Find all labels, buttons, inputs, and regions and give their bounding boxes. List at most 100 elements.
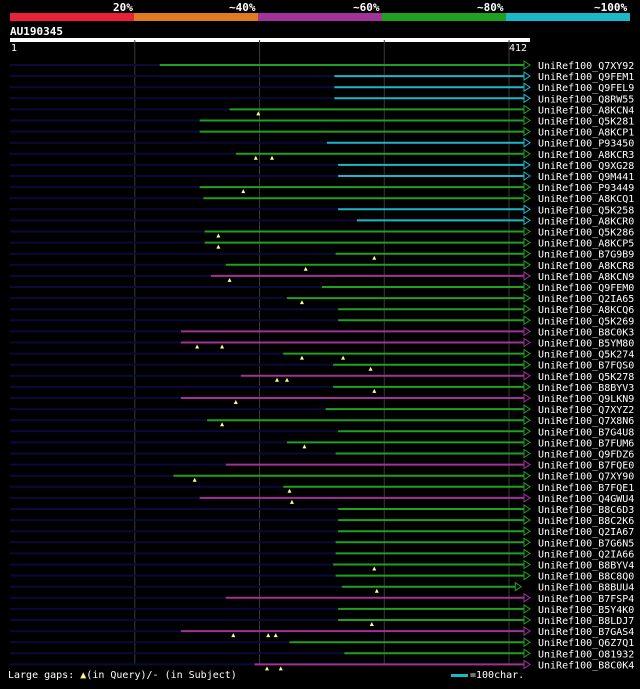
hit-label: UniRef100_Q5K269 [538, 316, 634, 327]
query-gap-marker-icon [303, 266, 308, 271]
hit-end-arrow-icon [523, 126, 531, 137]
query-gap-marker-icon [256, 111, 261, 116]
hit-end-arrow-icon [523, 592, 531, 603]
identity-color-scale: 20% ~40% ~60% ~80% ~100% [0, 0, 640, 21]
query-gap-marker-icon [278, 666, 283, 671]
hit-label: UniRef100_Q9M441 [538, 172, 634, 183]
hit-label: UniRef100_Q6Z7Q1 [538, 638, 634, 649]
hit-label: UniRef100_P93450 [538, 139, 634, 150]
hit-label: UniRef100_B7G4U8 [538, 427, 634, 438]
hit-end-arrow-icon [523, 315, 531, 326]
query-gap-marker-icon [216, 244, 221, 249]
query-gap-marker-icon [269, 155, 274, 160]
hit-end-arrow-icon [523, 381, 531, 392]
hit-label: UniRef100_A8KCP1 [538, 128, 634, 139]
hit-label: UniRef100_Q5K258 [538, 205, 634, 216]
hit-end-arrow-icon [523, 603, 531, 614]
hit-label: UniRef100_Q9FEM1 [538, 72, 634, 83]
hit-label: UniRef100_Q2IA65 [538, 294, 634, 305]
hit-label: UniRef100_O81932 [538, 649, 634, 660]
hit-end-arrow-icon [523, 148, 531, 159]
scale-seg-20 [10, 13, 134, 21]
hit-end-arrow-icon [523, 370, 531, 381]
hit-label: UniRef100_A8KCR0 [538, 216, 634, 227]
hit-label: UniRef100_B7FQE0 [538, 461, 634, 472]
query-gap-marker-icon [241, 189, 246, 194]
scale-label-80: ~80% [477, 1, 504, 14]
hit-end-arrow-icon [523, 481, 531, 492]
hit-end-arrow-icon [523, 426, 531, 437]
hit-end-arrow-icon [523, 448, 531, 459]
hit-label: UniRef100_A8KCN4 [538, 105, 634, 116]
hit-label: UniRef100_A8KCP5 [538, 239, 634, 250]
gap-arrow-icon: ▲ [80, 670, 87, 681]
hit-label: UniRef100_Q5K286 [538, 228, 634, 239]
hit-end-arrow-icon [523, 326, 531, 337]
hit-label: UniRef100_Q8RW55 [538, 94, 634, 105]
query-gap-marker-icon [287, 488, 292, 493]
hit-label: UniRef100_B7FSP4 [538, 594, 634, 605]
query-gap-marker-icon [192, 477, 197, 482]
hit-label: UniRef100_Q4GWU4 [538, 494, 634, 505]
hit-end-arrow-icon [523, 470, 531, 481]
hit-label: UniRef100_Q7X8N6 [538, 416, 634, 427]
scale-label-20: 20% [113, 1, 133, 14]
hit-end-arrow-icon [523, 570, 531, 581]
hit-end-arrow-icon [523, 637, 531, 648]
hit-end-arrow-icon [523, 71, 531, 82]
hit-label: UniRef100_Q5K278 [538, 372, 634, 383]
hit-label: UniRef100_B8C0K3 [538, 327, 634, 338]
hit-end-arrow-icon [523, 60, 531, 70]
hit-end-arrow-icon [523, 415, 531, 426]
scale-key-bar [451, 673, 468, 677]
hit-label: UniRef100_Q5K274 [538, 350, 634, 361]
hit-label: UniRef100_B5Y4K0 [538, 605, 634, 616]
hit-label: UniRef100_P93449 [538, 183, 634, 194]
hit-end-arrow-icon [523, 82, 531, 93]
hit-label: UniRef100_A8KCQ1 [538, 194, 634, 205]
hit-end-arrow-icon [523, 537, 531, 548]
query-end-label: 412 [509, 43, 528, 54]
hit-end-arrow-icon [523, 259, 531, 270]
query-gap-marker-icon [299, 300, 304, 305]
hit-label: UniRef100_B7G6N5 [538, 538, 634, 549]
query-gap-marker-icon [368, 366, 373, 371]
query-gap-marker-icon [273, 633, 278, 638]
hit-end-arrow-icon [523, 304, 531, 315]
hit-label: UniRef100_Q5K281 [538, 117, 634, 128]
hit-label: UniRef100_A8KCR8 [538, 261, 634, 272]
hit-end-arrow-icon [523, 404, 531, 415]
hit-label: UniRef100_B8C8Q0 [538, 572, 634, 583]
query-gap-marker-icon [220, 344, 225, 349]
hit-end-arrow-icon [523, 193, 531, 204]
hit-label: UniRef100_Q7XYZ2 [538, 405, 634, 416]
hit-label: UniRef100_B8BUU4 [538, 583, 634, 594]
hit-label: UniRef100_B7FQE1 [538, 483, 634, 494]
hit-end-arrow-icon [523, 559, 531, 570]
hit-end-arrow-icon [523, 171, 531, 181]
hit-label: UniRef100_B8BYV3 [538, 383, 634, 394]
scale-label-100: ~100% [594, 1, 628, 14]
footer-legend-label: Large gaps: [8, 670, 75, 681]
query-gap-marker-icon [195, 344, 200, 349]
hit-end-arrow-icon [523, 615, 531, 625]
hit-end-arrow-icon [523, 359, 531, 370]
footer-legend: Large gaps: ▲(in Query)/- (in Subject) [8, 670, 237, 681]
query-gap-marker-icon [372, 566, 377, 571]
scale-key: =100char. [451, 670, 524, 681]
query-gap-marker-icon [220, 422, 225, 427]
query-id: AU190345 [10, 25, 63, 38]
hit-end-arrow-icon [523, 137, 531, 148]
hit-end-arrow-icon [523, 393, 531, 403]
hit-end-arrow-icon [523, 204, 531, 215]
hit-end-arrow-icon [523, 270, 531, 281]
scale-seg-100 [506, 13, 630, 21]
hit-label: UniRef100_B8LDJ7 [538, 616, 634, 627]
hit-end-arrow-icon [523, 115, 531, 126]
hit-end-arrow-icon [523, 515, 531, 526]
query-gap-marker-icon [265, 666, 269, 671]
hit-label: UniRef100_B8C6D3 [538, 505, 634, 516]
hit-end-arrow-icon [523, 104, 531, 115]
hit-label: UniRef100_Q7XY90 [538, 472, 634, 483]
query-gap-marker-icon [302, 444, 307, 449]
